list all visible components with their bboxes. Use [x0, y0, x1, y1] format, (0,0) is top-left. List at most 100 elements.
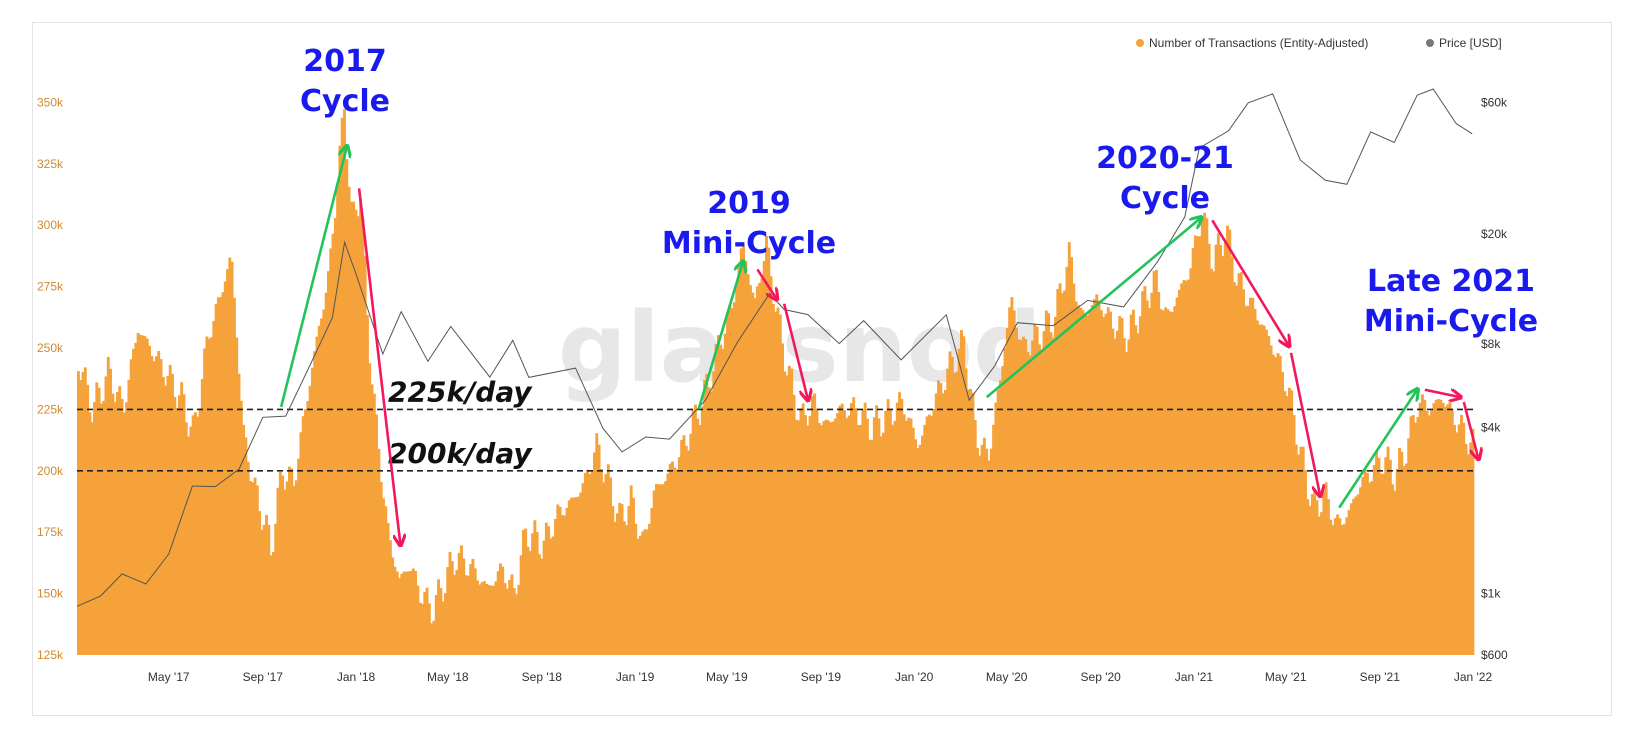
tx-bar [1356, 494, 1360, 655]
tx-bar [1326, 499, 1330, 655]
tx-bar [508, 579, 512, 655]
tx-bar [611, 506, 615, 655]
tx-bar [115, 392, 119, 655]
tx-bar [650, 507, 654, 655]
tx-bar [1219, 245, 1223, 655]
tx-bar [1365, 472, 1369, 655]
tx-bar [1304, 470, 1307, 655]
trend-arrow-up [1338, 390, 1417, 509]
tx-bar [792, 394, 796, 655]
tx-bar [1125, 351, 1129, 655]
tx-bar [496, 571, 500, 655]
tx-bar [1044, 310, 1048, 655]
tx-bar [806, 425, 810, 655]
tx-bar [430, 623, 434, 655]
tx-bar [1214, 244, 1218, 655]
tx-bar [443, 593, 447, 655]
tx-bar [673, 467, 677, 655]
tx-bar [985, 448, 989, 655]
tx-bar [703, 379, 707, 655]
tx-bar [960, 330, 963, 655]
tx-bar [223, 281, 227, 655]
tx-bar [776, 307, 780, 655]
tx-bar [1347, 510, 1351, 655]
tx-bar [574, 497, 578, 655]
tx-bar [1132, 309, 1135, 655]
tx-bar [716, 335, 720, 655]
tx-bar [778, 314, 782, 655]
tx-bar [558, 506, 562, 655]
tx-bar [232, 297, 236, 655]
tx-bar [1354, 496, 1358, 655]
tx-bar [106, 356, 110, 655]
tx-bar [654, 483, 658, 655]
tx-bar [214, 303, 218, 655]
tx-bar [1148, 307, 1151, 655]
tx-bar [1060, 292, 1064, 655]
tx-bar [299, 432, 303, 655]
tx-bar [730, 307, 734, 655]
tx-bar [226, 269, 229, 655]
tx-bar [315, 336, 319, 655]
y-right-tick: $4k [1481, 420, 1501, 434]
tx-bar [1093, 299, 1096, 655]
tx-bar [253, 477, 257, 655]
tx-bar [996, 389, 1000, 655]
tx-bar [632, 497, 635, 655]
tx-bar [352, 201, 356, 655]
x-tick: Jan '22 [1454, 670, 1493, 684]
tx-bar [1182, 280, 1186, 655]
tx-bar [242, 424, 246, 655]
tx-bar [680, 439, 684, 655]
tx-bar [1122, 338, 1126, 655]
tx-bar [941, 393, 945, 655]
tx-bar [927, 414, 931, 655]
tx-bar [643, 529, 647, 655]
tx-bar [1352, 498, 1356, 655]
tx-bar [911, 427, 915, 655]
tx-bar [838, 405, 842, 655]
tx-bar [1143, 286, 1147, 655]
x-tick: Sep '18 [522, 670, 563, 684]
tx-bar [512, 588, 516, 655]
tx-bar [1411, 415, 1415, 655]
tx-bar [840, 403, 844, 655]
tx-bar [1063, 290, 1067, 655]
tx-bar [668, 463, 672, 655]
tx-bar [510, 574, 514, 655]
tx-bar [423, 591, 427, 655]
tx-bar [501, 566, 505, 655]
tx-bar [320, 318, 324, 655]
tx-bar [1446, 404, 1450, 655]
tx-bar [359, 198, 363, 655]
legend-label: Price [USD] [1439, 36, 1502, 50]
trend-arrow-down [782, 303, 808, 400]
tx-bar [567, 500, 571, 655]
tx-bar [1253, 308, 1257, 655]
tx-bar [391, 557, 395, 655]
tx-bar [354, 209, 358, 655]
tx-bar [1207, 243, 1211, 656]
tx-bar [1141, 291, 1145, 655]
x-tick: Jan '18 [337, 670, 376, 684]
tx-bar [872, 417, 876, 655]
tx-bar [700, 406, 704, 655]
tx-bar [1161, 310, 1165, 655]
tx-bar [943, 390, 947, 655]
tx-bar [1171, 312, 1174, 655]
tx-bar [427, 603, 431, 655]
tx-bar [829, 422, 833, 655]
tx-bar [652, 490, 656, 655]
trend-arrow-down [1462, 401, 1479, 458]
tx-bar [260, 529, 264, 655]
tx-bar [760, 278, 764, 655]
tx-bar [326, 271, 330, 655]
tx-bar [310, 367, 314, 655]
tx-bar [1391, 484, 1395, 655]
tx-bar [576, 496, 580, 655]
tx-bar [767, 247, 771, 655]
tx-bar [189, 426, 193, 655]
tx-bar [671, 461, 674, 655]
tx-bar [870, 439, 874, 655]
tx-bar [1187, 279, 1190, 655]
